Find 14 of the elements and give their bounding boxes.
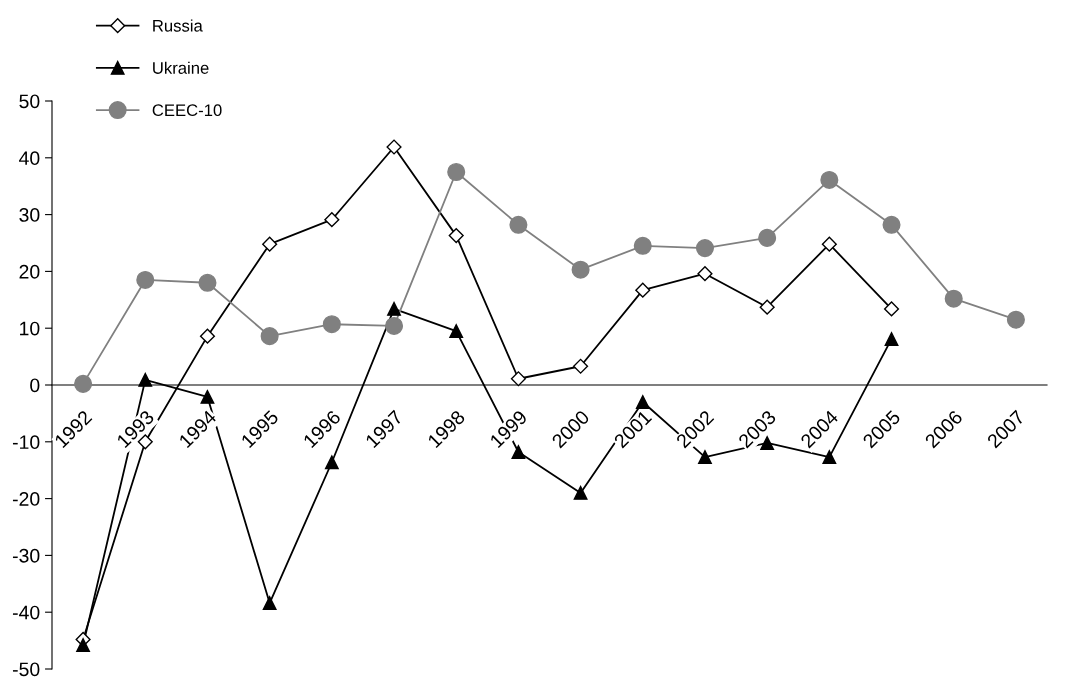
y-tick-label: 40 xyxy=(19,151,40,166)
y-tick-label: -50 xyxy=(12,662,40,677)
y-tick-label: 0 xyxy=(30,378,40,393)
y-tick-label: -10 xyxy=(12,435,40,450)
y-tick-label: 10 xyxy=(20,321,40,336)
legend-label: CEEC-10 xyxy=(152,104,222,117)
y-tick-label: -20 xyxy=(12,492,40,506)
legend-label: Russia xyxy=(153,19,203,32)
y-tick-label: 20 xyxy=(19,264,40,279)
legend-label: Ukraine xyxy=(153,61,209,74)
y-tick-label: -40 xyxy=(12,605,40,620)
y-tick-label: 50 xyxy=(19,94,40,109)
y-tick-label: -30 xyxy=(12,548,40,563)
y-tick-label: 30 xyxy=(19,208,40,222)
